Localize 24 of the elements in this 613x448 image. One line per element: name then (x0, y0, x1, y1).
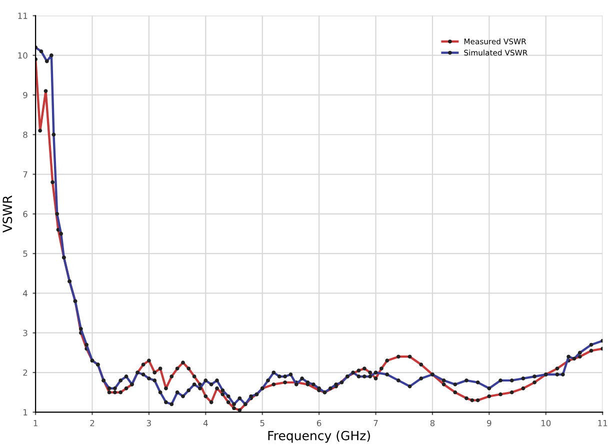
y-tick-label: 5 (23, 250, 28, 257)
y-tick-label: 10 (18, 52, 28, 59)
y-axis-title: VSWR (2, 196, 12, 233)
y-tick-label: 3 (23, 330, 28, 336)
x-tick-label: 3 (146, 420, 151, 426)
y-tick-label: 6 (23, 210, 28, 218)
y-tick-label: 2 (23, 369, 28, 376)
x-tick-label: 9 (487, 420, 492, 426)
y-tick-label: 4 (23, 290, 28, 296)
y-tick-label: 7 (23, 171, 28, 178)
y-tick-label: 11 (18, 12, 28, 19)
x-tick-label: 1 (34, 420, 38, 426)
x-tick-label: 7 (374, 420, 378, 426)
x-tick-label: 6 (317, 420, 322, 426)
x-tick-label: 10 (541, 420, 551, 426)
x-tick-label: 4 (203, 420, 208, 426)
y-tick-label: 8 (23, 132, 28, 138)
y-tick-label: 1 (24, 409, 28, 416)
y-tick-label: 9 (23, 92, 28, 98)
x-tick-label: 8 (430, 420, 435, 426)
x-axis-title: Frequency (GHz) (268, 430, 370, 443)
x-tick-label: 2 (90, 420, 94, 426)
x-tick-label: 11 (598, 420, 608, 426)
x-tick-label: 5 (260, 420, 264, 426)
